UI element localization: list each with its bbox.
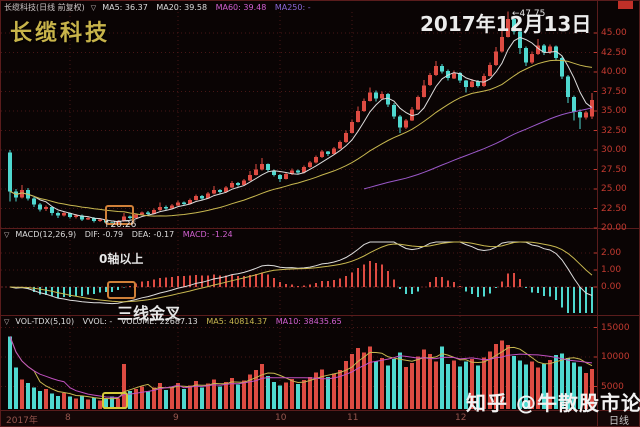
macd-axis-label: 0.00	[601, 282, 622, 292]
time-axis-strip	[0, 411, 640, 427]
candlestick-series	[8, 11, 594, 226]
vvol-value: VVOL: -	[82, 317, 113, 326]
highlight-box-macd-cross	[107, 281, 136, 299]
price-axis-label: 35.00	[601, 106, 627, 116]
price-axis-label: 42.50	[601, 47, 627, 58]
time-axis-label: 2017年	[6, 416, 38, 426]
date-label: 2017年12月13日	[420, 12, 592, 36]
triple-golden-cross-annotation: 三线金叉	[117, 304, 182, 323]
macd-axis-label: 2.00	[601, 248, 622, 258]
price-axis-label: 37.50	[601, 86, 627, 97]
instrument-title: 长缆科技(日线 前复权)	[4, 3, 85, 12]
volume-ma5-line	[9, 336, 593, 400]
volume-bars	[8, 336, 594, 409]
vol-ma10-value: MA10: 38435.65	[275, 317, 342, 326]
volume-axis-label: 5000	[601, 381, 624, 392]
highlight-box-volume	[102, 392, 128, 409]
price-axis-label: 20.00	[601, 223, 627, 233]
time-axis-label: 10	[275, 413, 287, 423]
price-axis-label: 22.50	[601, 203, 627, 214]
price-axis-label: 40.00	[601, 67, 627, 77]
price-axis-label: 30.00	[601, 145, 627, 155]
low-price-annotation: ↑20.26	[103, 220, 137, 230]
dif-value: DIF: -0.79	[84, 230, 124, 239]
price-axis-label: 45.00	[601, 28, 627, 38]
main-chart-header: 长缆科技(日线 前复权) ▽ MA5: 36.37 MA20: 39.58 MA60…	[4, 2, 317, 13]
volume-value: VOLUME: 22687.13	[120, 317, 198, 326]
ma250-value: MA250: -	[274, 3, 311, 12]
zhihu-watermark: 知乎 @牛散股市论	[466, 391, 640, 415]
time-axis-label: 9	[173, 413, 179, 423]
macd-indicator-name: MACD(12,26,9)	[15, 230, 77, 239]
ma20-value: MA20: 39.58	[156, 3, 208, 12]
macd-axis-label: 1.00	[601, 265, 622, 275]
macd-histogram	[15, 261, 593, 313]
high-price-annotation: ←47.75	[512, 9, 546, 19]
highlight-box-price-low	[105, 205, 134, 225]
macd-panel-header: ▽ MACD(12,26,9) DIF: -0.79 DEA: -0.17 MAC…	[4, 230, 239, 239]
dea-line	[9, 241, 593, 303]
ma60-line	[363, 107, 593, 190]
ma20-line	[9, 59, 593, 217]
volume-ma10-line	[9, 336, 593, 399]
macd-value: MACD: -1.24	[182, 230, 233, 239]
corner-red-marker	[618, 1, 633, 9]
above-zero-axis-annotation: 0轴以上	[99, 252, 144, 266]
ma60-value: MA60: 39.48	[215, 3, 267, 12]
expand-triangle-icon[interactable]: ▽	[4, 318, 10, 326]
stock-name-title: 长缆科技	[10, 21, 111, 46]
dea-value: DEA: -0.17	[131, 230, 175, 239]
price-axis-label: 27.50	[601, 164, 627, 175]
vol-indicator-name: VOL-TDX(5,10)	[15, 317, 75, 326]
dif-line	[9, 241, 593, 305]
price-axis-label: 25.00	[601, 184, 627, 194]
expand-triangle-icon[interactable]: ▽	[4, 231, 10, 239]
expand-triangle-icon[interactable]: ▽	[90, 4, 97, 12]
time-axis-label: 12	[455, 413, 467, 423]
price-axis-label: 32.50	[601, 125, 627, 136]
ma5-line	[9, 36, 593, 223]
vol-ma5-value: MA5: 40814.37	[206, 317, 268, 326]
volume-axis-label: 15000	[601, 322, 630, 333]
period-selector-daily[interactable]: 日线	[609, 416, 629, 427]
time-axis-label: 11	[347, 413, 359, 423]
axis-ticks	[594, 32, 597, 387]
time-axis-label: 8	[65, 413, 71, 423]
volume-axis-label: 10000	[601, 352, 630, 362]
volume-panel-header: ▽ VOL-TDX(5,10) VVOL: - VOLUME: 22687.13 …	[4, 317, 348, 326]
ma5-value: MA5: 36.37	[102, 3, 148, 12]
